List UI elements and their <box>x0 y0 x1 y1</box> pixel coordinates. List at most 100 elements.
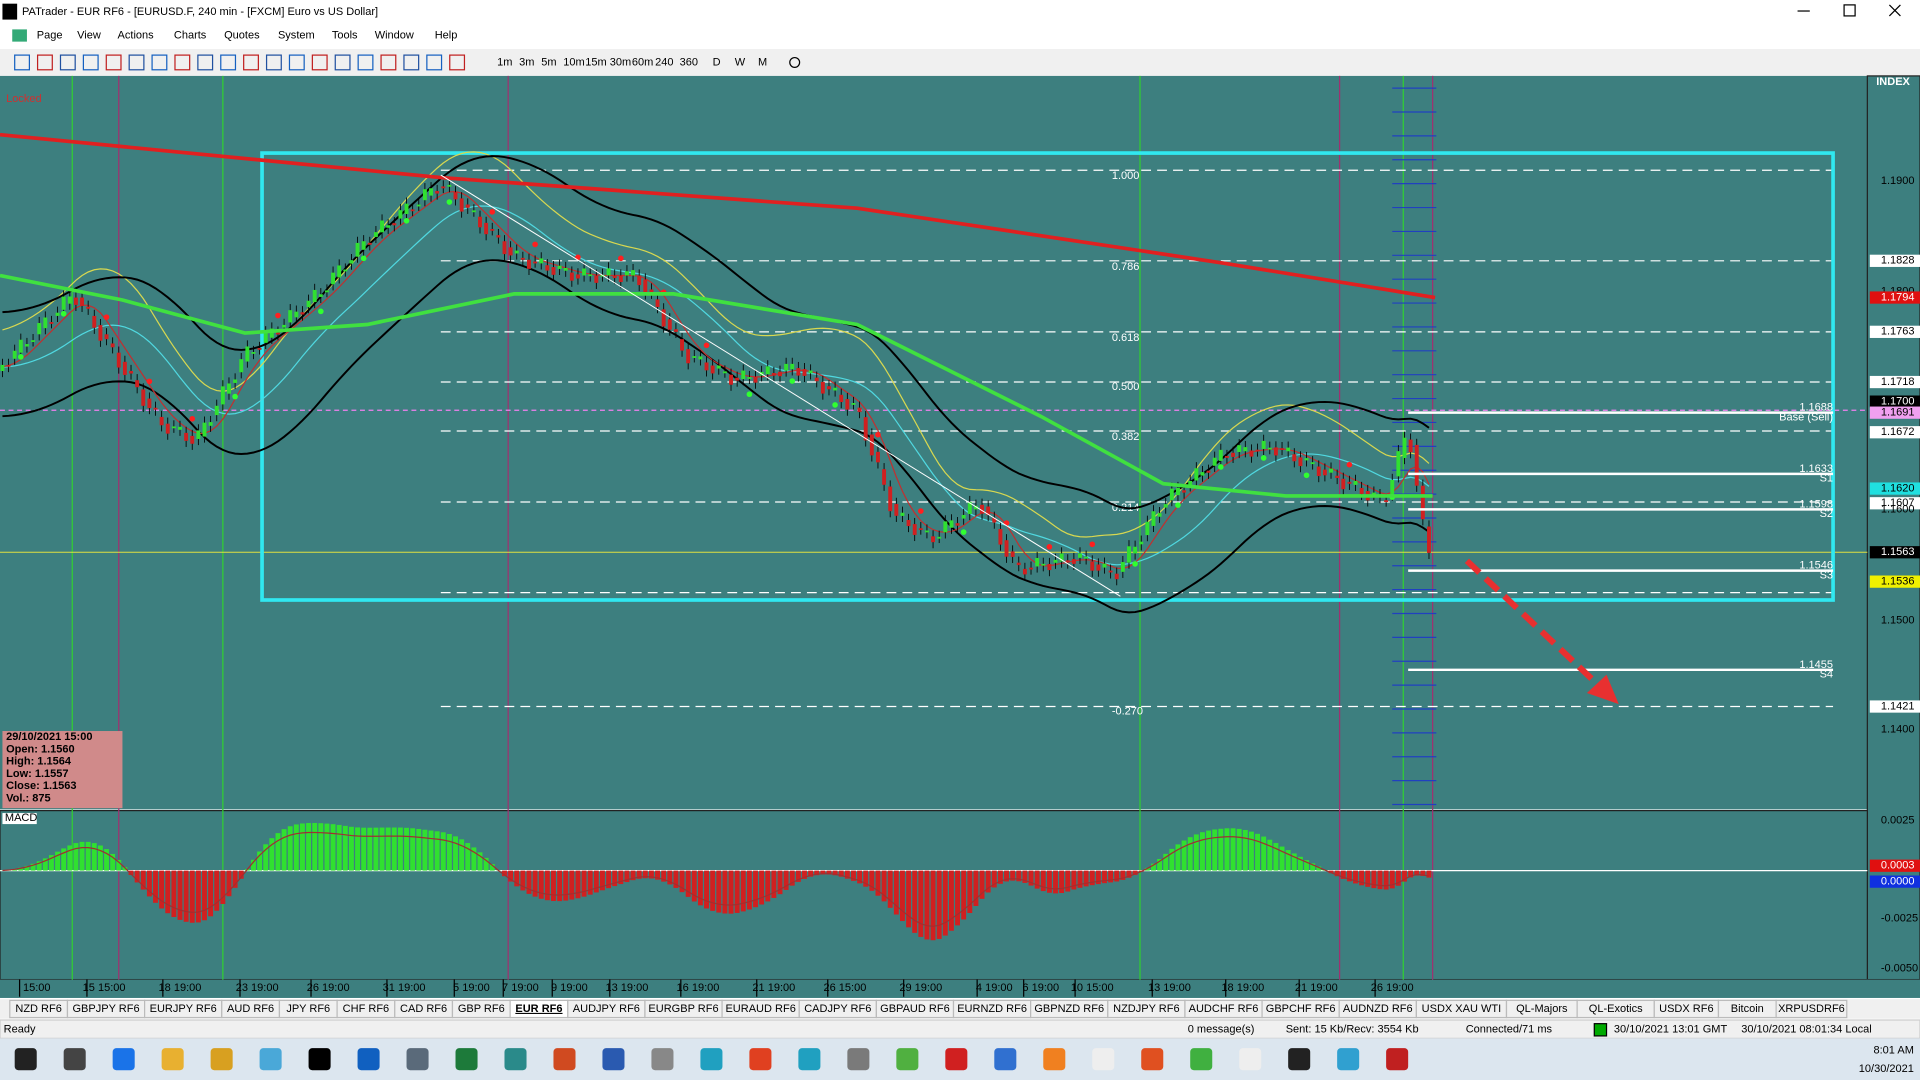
taskbar-icon[interactable] <box>798 1048 821 1071</box>
taskbar-icon[interactable] <box>1386 1048 1409 1071</box>
menu-item[interactable]: Charts <box>174 29 207 41</box>
taskbar-icon[interactable] <box>63 1048 86 1071</box>
timeframe-button[interactable]: 360 <box>680 56 698 68</box>
taskbar-icon[interactable] <box>1190 1048 1213 1071</box>
taskbar-icon[interactable] <box>945 1048 968 1071</box>
tool-icon[interactable] <box>105 54 122 71</box>
clock-icon[interactable] <box>789 56 801 68</box>
tool-icon[interactable] <box>14 54 30 71</box>
symbol-tab-label[interactable]: EURAUD RF6 <box>725 1003 795 1015</box>
taskbar-icon[interactable] <box>455 1048 478 1071</box>
taskbar-icon[interactable] <box>1092 1048 1115 1071</box>
symbol-tab-label[interactable]: USDX RF6 <box>1659 1003 1713 1015</box>
menu-item[interactable]: Actions <box>118 29 155 41</box>
tool-icon[interactable] <box>197 54 214 71</box>
tool-icon[interactable] <box>334 54 351 71</box>
taskbar-icon[interactable] <box>504 1048 527 1071</box>
taskbar-icon[interactable] <box>161 1048 184 1071</box>
tool-icon[interactable] <box>380 54 397 71</box>
taskbar-icon[interactable] <box>259 1048 282 1071</box>
timeframe-button[interactable]: 240 <box>655 56 673 68</box>
symbol-tab-label[interactable]: GBPJPY RF6 <box>72 1003 139 1015</box>
menu-item[interactable]: Page <box>37 29 63 41</box>
taskbar-icon[interactable] <box>1288 1048 1311 1071</box>
timeframe-button[interactable]: M <box>758 56 767 68</box>
symbol-tab-label[interactable]: CADJPY RF6 <box>804 1003 871 1015</box>
symbol-tab-label[interactable]: JPY RF6 <box>286 1003 330 1015</box>
menu-item[interactable]: System <box>278 29 315 41</box>
taskbar-icon[interactable] <box>308 1048 331 1071</box>
menu-item[interactable]: View <box>77 29 101 41</box>
taskbar-icon[interactable] <box>602 1048 625 1071</box>
taskbar-icon[interactable] <box>112 1048 135 1071</box>
symbol-tab-label[interactable]: XRPUSDRF6 <box>1778 1003 1845 1015</box>
taskbar-icon[interactable] <box>700 1048 723 1071</box>
tool-icon[interactable] <box>449 54 466 71</box>
symbol-tab-label[interactable]: GBPCHF RF6 <box>1266 1003 1336 1015</box>
tool-icon[interactable] <box>357 54 374 71</box>
taskbar-icon[interactable] <box>994 1048 1017 1071</box>
timeframe-button[interactable]: D <box>713 56 721 68</box>
timeframe-button[interactable]: 15m <box>585 56 606 68</box>
taskbar-icon[interactable] <box>651 1048 674 1071</box>
timeframe-button[interactable]: 60m <box>632 56 653 68</box>
taskbar-icon[interactable] <box>896 1048 919 1071</box>
taskbar-icon[interactable] <box>749 1048 772 1071</box>
taskbar-icon[interactable] <box>357 1048 380 1071</box>
symbol-tab-label[interactable]: EUR RF6 <box>515 1003 562 1015</box>
timeframe-button[interactable]: 5m <box>541 56 556 68</box>
tool-icon[interactable] <box>128 54 145 71</box>
symbol-tab-label[interactable]: GBPAUD RF6 <box>880 1003 950 1015</box>
taskbar-icon[interactable] <box>553 1048 576 1071</box>
tool-icon[interactable] <box>59 54 76 71</box>
symbol-tab-label[interactable]: EURJPY RF6 <box>150 1003 217 1015</box>
taskbar-icon[interactable] <box>14 1048 37 1071</box>
window-controls[interactable] <box>1797 4 1901 17</box>
menu-item[interactable]: Tools <box>332 29 358 41</box>
timeframe-button[interactable]: 1m <box>497 56 512 68</box>
symbol-tab-label[interactable]: EURNZD RF6 <box>957 1003 1027 1015</box>
macd-bar <box>587 870 593 895</box>
symbol-tab-label[interactable]: NZDJPY RF6 <box>1113 1003 1180 1015</box>
taskbar-icon[interactable] <box>847 1048 870 1071</box>
tool-icon[interactable] <box>82 54 99 71</box>
symbol-tab-label[interactable]: AUDCHF RF6 <box>1189 1003 1259 1015</box>
symbol-tab-label[interactable]: EURGBP RF6 <box>648 1003 718 1015</box>
taskbar-icon[interactable] <box>406 1048 429 1071</box>
menu-item[interactable]: Window <box>375 29 414 41</box>
symbol-tab-label[interactable]: CAD RF6 <box>400 1003 447 1015</box>
symbol-tab-label[interactable]: GBP RF6 <box>458 1003 505 1015</box>
timeframe-button[interactable]: 30m <box>610 56 631 68</box>
symbol-tab-label[interactable]: Bitcoin <box>1731 1003 1764 1015</box>
symbol-tab-label[interactable]: QL-Majors <box>1516 1003 1568 1015</box>
taskbar-icon[interactable] <box>210 1048 233 1071</box>
symbol-tab-label[interactable]: CHF RF6 <box>343 1003 390 1015</box>
tool-icon[interactable] <box>403 54 420 71</box>
menu-item[interactable]: Quotes <box>224 29 260 41</box>
timeframe-button[interactable]: 3m <box>519 56 534 68</box>
timeframe-button[interactable]: 10m <box>563 56 584 68</box>
symbol-tab-label[interactable]: AUDJPY RF6 <box>573 1003 640 1015</box>
tool-icon[interactable] <box>151 54 168 71</box>
tool-icon[interactable] <box>311 54 328 71</box>
timeframe-button[interactable]: W <box>735 56 746 68</box>
taskbar-icon[interactable] <box>1337 1048 1360 1071</box>
tool-icon[interactable] <box>220 54 237 71</box>
symbol-tab-label[interactable]: AUD RF6 <box>227 1003 274 1015</box>
taskbar-icon[interactable] <box>1043 1048 1066 1071</box>
symbol-tab-label[interactable]: AUDNZD RF6 <box>1343 1003 1413 1015</box>
tool-icon[interactable] <box>265 54 282 71</box>
symbol-tab-label[interactable]: USDX XAU WTI <box>1422 1003 1502 1015</box>
symbol-tab-label[interactable]: QL-Exotics <box>1589 1003 1643 1015</box>
tool-icon[interactable] <box>174 54 191 71</box>
symbol-tab-label[interactable]: GBPNZD RF6 <box>1034 1003 1104 1015</box>
tool-icon[interactable] <box>36 54 53 71</box>
symbol-tab-label[interactable]: NZD RF6 <box>15 1003 62 1015</box>
tool-icon[interactable] <box>426 54 443 71</box>
menu-item[interactable]: Help <box>435 29 458 41</box>
taskbar-icon[interactable] <box>1239 1048 1262 1071</box>
tool-icon[interactable] <box>288 54 305 71</box>
taskbar-icon[interactable] <box>1141 1048 1164 1071</box>
tool-icon[interactable] <box>243 54 259 71</box>
symbol-tab[interactable] <box>1775 999 1848 1019</box>
